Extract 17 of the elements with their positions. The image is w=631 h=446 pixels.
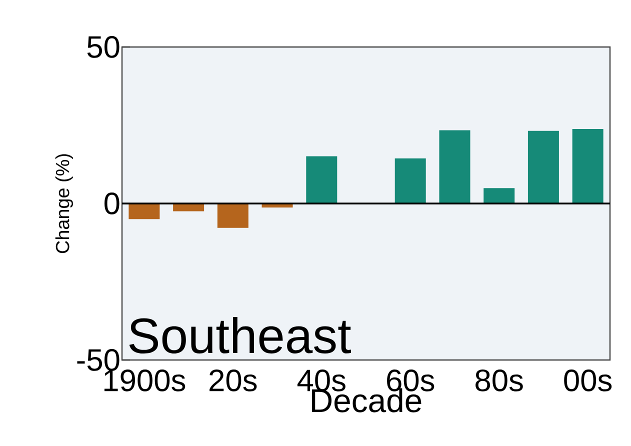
bar [217, 203, 248, 228]
y-tick-label: 50 [87, 36, 120, 58]
y-tick-label: -50 [77, 349, 120, 371]
x-tick-label: 1900s [104, 370, 186, 392]
bar [484, 188, 515, 204]
bar [128, 203, 160, 220]
bar [306, 156, 338, 204]
bar [572, 128, 604, 204]
bar [528, 130, 559, 204]
y-tick-label: 0 [104, 192, 120, 214]
x-tick-label: 80s [476, 370, 523, 392]
annotation: Southeast [129, 316, 352, 354]
x-tick-label: 00s [564, 370, 612, 392]
y-axis-title: Change (%) [55, 154, 74, 254]
x-tick-label: 20s [210, 370, 257, 392]
bar [439, 130, 470, 204]
bar [394, 158, 426, 204]
